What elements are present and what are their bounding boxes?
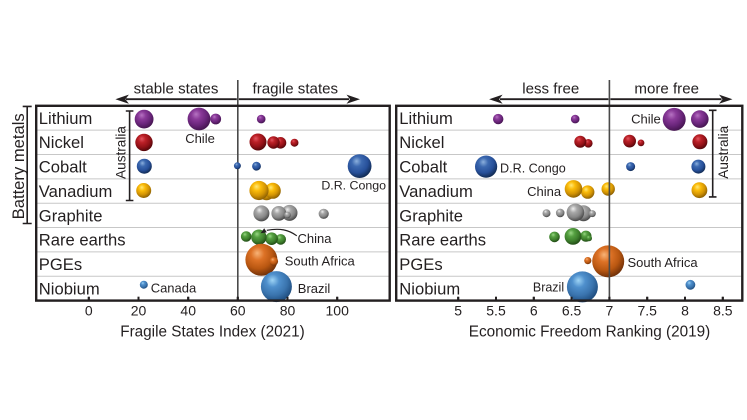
svg-text:6.5: 6.5 <box>562 302 582 318</box>
svg-text:Lithium: Lithium <box>39 109 93 128</box>
svg-text:less free: less free <box>522 81 579 98</box>
svg-text:6: 6 <box>530 302 538 318</box>
svg-text:China: China <box>527 184 562 199</box>
svg-text:PGEs: PGEs <box>39 255 82 274</box>
svg-text:South Africa: South Africa <box>285 253 356 268</box>
svg-text:20: 20 <box>131 302 147 318</box>
svg-text:Vanadium: Vanadium <box>39 182 113 201</box>
svg-text:7: 7 <box>606 302 614 318</box>
svg-text:Nickel: Nickel <box>39 133 84 152</box>
svg-text:Chile: Chile <box>631 111 661 126</box>
svg-text:Australia: Australia <box>113 126 128 179</box>
svg-text:Vanadium: Vanadium <box>399 182 473 201</box>
svg-text:PGEs: PGEs <box>399 255 442 274</box>
svg-text:Brazil: Brazil <box>533 281 564 295</box>
svg-text:South Africa: South Africa <box>628 255 699 270</box>
svg-text:fragile states: fragile states <box>253 81 339 98</box>
svg-text:Australia: Australia <box>716 125 731 178</box>
svg-text:Lithium: Lithium <box>399 109 453 128</box>
svg-text:Cobalt: Cobalt <box>39 158 87 177</box>
svg-text:Fragile States Index (2021): Fragile States Index (2021) <box>120 323 305 340</box>
svg-text:Brazil: Brazil <box>298 281 331 296</box>
svg-text:Niobium: Niobium <box>39 279 100 298</box>
svg-text:Canada: Canada <box>151 281 197 296</box>
svg-text:Battery metals: Battery metals <box>9 113 28 219</box>
svg-text:5: 5 <box>454 302 462 318</box>
svg-text:stable states: stable states <box>134 81 219 98</box>
svg-text:5.5: 5.5 <box>486 302 506 318</box>
svg-text:D.R. Congo: D.R. Congo <box>321 178 386 192</box>
svg-text:D.R. Congo: D.R. Congo <box>500 161 566 175</box>
svg-text:40: 40 <box>180 302 196 318</box>
svg-text:Graphite: Graphite <box>399 206 463 225</box>
svg-text:8: 8 <box>681 302 689 318</box>
svg-text:Rare earths: Rare earths <box>39 231 126 250</box>
svg-text:7.5: 7.5 <box>637 302 657 318</box>
svg-text:Graphite: Graphite <box>39 206 103 225</box>
svg-text:100: 100 <box>326 302 350 318</box>
svg-text:8.5: 8.5 <box>713 302 733 318</box>
svg-text:0: 0 <box>85 302 93 318</box>
svg-text:China: China <box>298 231 333 246</box>
svg-text:more free: more free <box>634 81 699 98</box>
svg-text:Rare earths: Rare earths <box>399 231 486 250</box>
svg-text:Nickel: Nickel <box>399 133 444 152</box>
svg-text:Niobium: Niobium <box>399 279 460 298</box>
svg-text:Chile: Chile <box>185 131 215 146</box>
svg-text:60: 60 <box>230 302 246 318</box>
svg-text:Economic Freedom Ranking (2019: Economic Freedom Ranking (2019) <box>469 323 710 340</box>
svg-text:80: 80 <box>280 302 296 318</box>
svg-text:Cobalt: Cobalt <box>399 158 447 177</box>
